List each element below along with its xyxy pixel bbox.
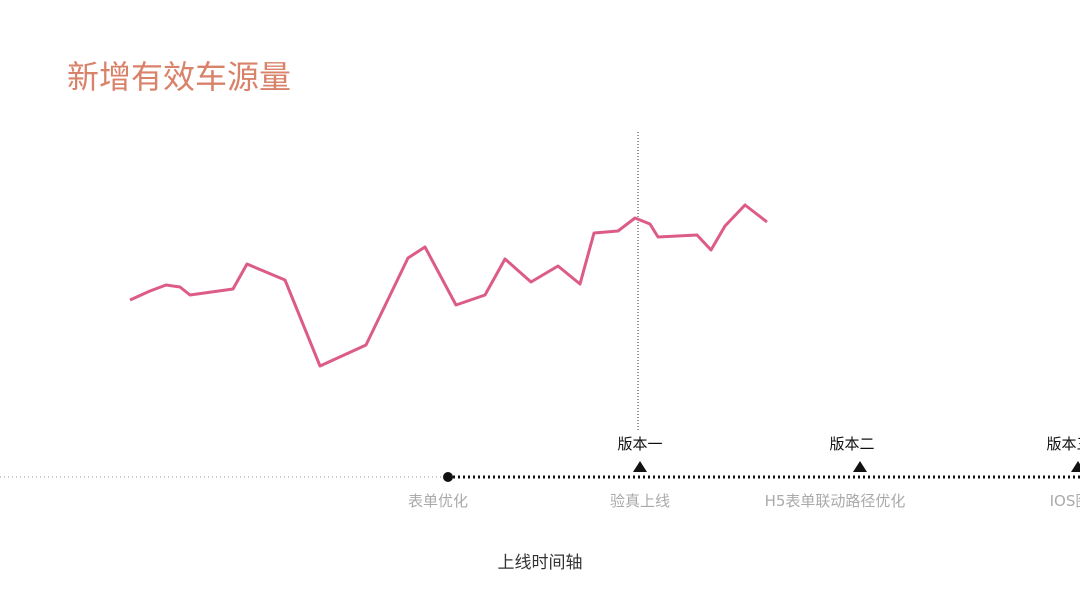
marker [853,461,867,472]
milestone-label: 验真上线 [610,492,670,510]
marker [633,461,647,472]
milestone-label: IOS图 [1050,492,1080,510]
version-label: 版本三 [1046,435,1080,453]
timeline-title: 上线时间轴 [498,553,583,573]
version-label: 版本一 [617,435,662,453]
milestone-label: 表单优化 [408,492,468,510]
timeline-start [443,472,453,482]
marker [1071,461,1080,472]
milestone-label: H5表单联动路径优化 [765,492,906,510]
chart-title: 新增有效车源量 [67,58,291,96]
line [129,203,768,368]
version-label: 版本二 [829,435,874,453]
